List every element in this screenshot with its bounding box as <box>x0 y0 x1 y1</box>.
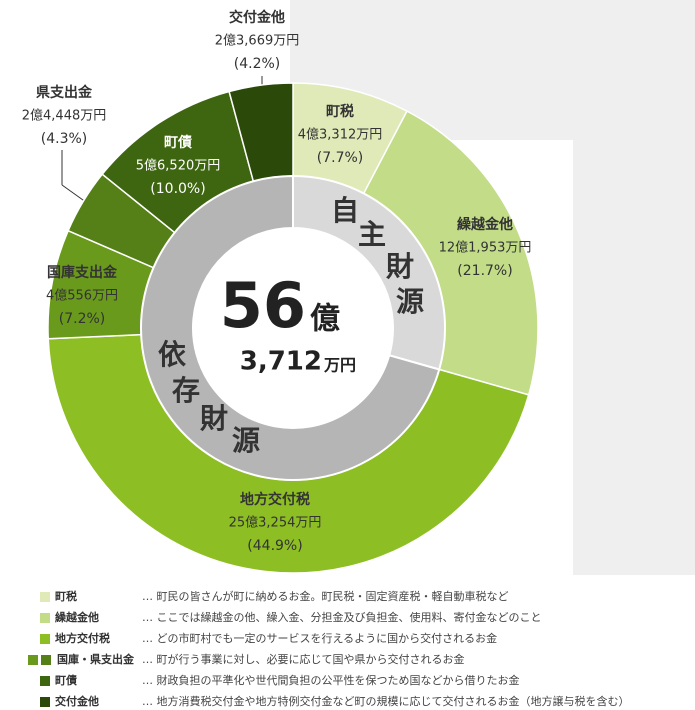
slice-name: 町債 <box>164 134 192 151</box>
slice-name: 国庫支出金 <box>47 264 118 281</box>
slice-percent: (21.7%) <box>457 263 512 279</box>
slice-amount: 5億6,520万円 <box>136 158 221 174</box>
slice-name: 地方交付税 <box>240 491 310 508</box>
legend-swatch <box>40 676 50 686</box>
slice-percent: (4.2%) <box>234 56 281 72</box>
legend-label: 町税 <box>55 589 77 603</box>
background-panel <box>290 0 695 575</box>
slice-percent: (7.2%) <box>59 311 106 327</box>
slice-percent: (4.3%) <box>41 131 88 147</box>
center-number: 56 <box>220 269 306 342</box>
legend-label: 地方交付税 <box>55 631 110 645</box>
slice-amount: 2億3,669万円 <box>215 33 300 49</box>
legend-description: … どの市町村でも一定のサービスを行えるように国から交付されるお金 <box>142 631 497 645</box>
group-label: 自主財源 <box>331 194 424 318</box>
slice-amount: 4億3,312万円 <box>298 127 383 143</box>
legend-swatch <box>40 592 50 602</box>
legend-description: … ここでは繰越金の他、繰入金、分担金及び負担金、使用料、寄付金などのこと <box>142 610 542 624</box>
legend-swatch <box>40 697 50 707</box>
legend-swatch <box>40 634 50 644</box>
legend-swatch <box>41 655 51 665</box>
slice-amount: 4億556万円 <box>46 288 118 304</box>
legend-description: … 町が行う事業に対し、必要に応じて国や県から交付されるお金 <box>142 652 465 666</box>
legend-swatch <box>40 613 50 623</box>
center-sub-number: 3,712 <box>240 347 322 377</box>
slice-amount: 12億1,953万円 <box>439 240 532 256</box>
slice-name: 町税 <box>326 103 354 120</box>
group-label: 依存財源 <box>158 338 260 457</box>
slice-name: 県支出金 <box>36 84 93 101</box>
legend-label: 国庫・県支出金 <box>57 652 135 666</box>
legend-description: … 町民の皆さんが町に納めるお金。町民税・固定資産税・軽自動車税など <box>142 589 509 603</box>
center-hole <box>193 228 393 428</box>
legend-swatch <box>28 655 38 665</box>
slice-percent: (44.9%) <box>247 538 302 554</box>
slice-percent: (10.0%) <box>150 181 205 197</box>
slice-name: 交付金他 <box>229 9 285 26</box>
legend-label: 繰越金他 <box>55 610 99 624</box>
center-unit: 億 <box>310 302 340 337</box>
slice-percent: (7.7%) <box>317 150 364 166</box>
slice-amount: 2億4,448万円 <box>22 108 107 124</box>
slice-amount: 25億3,254万円 <box>229 515 322 531</box>
legend-description: … 財政負担の平準化や世代間負担の公平性を保つため国などから借りたお金 <box>142 673 520 687</box>
slice-name: 繰越金他 <box>457 216 513 233</box>
legend-description: … 地方消費税交付金や地方特例交付金など町の規模に応じて交付されるお金（地方譲与… <box>142 694 630 708</box>
legend-label: 交付金他 <box>55 694 99 708</box>
legend-label: 町債 <box>55 673 77 687</box>
center-sub-unit: 万円 <box>323 356 356 375</box>
